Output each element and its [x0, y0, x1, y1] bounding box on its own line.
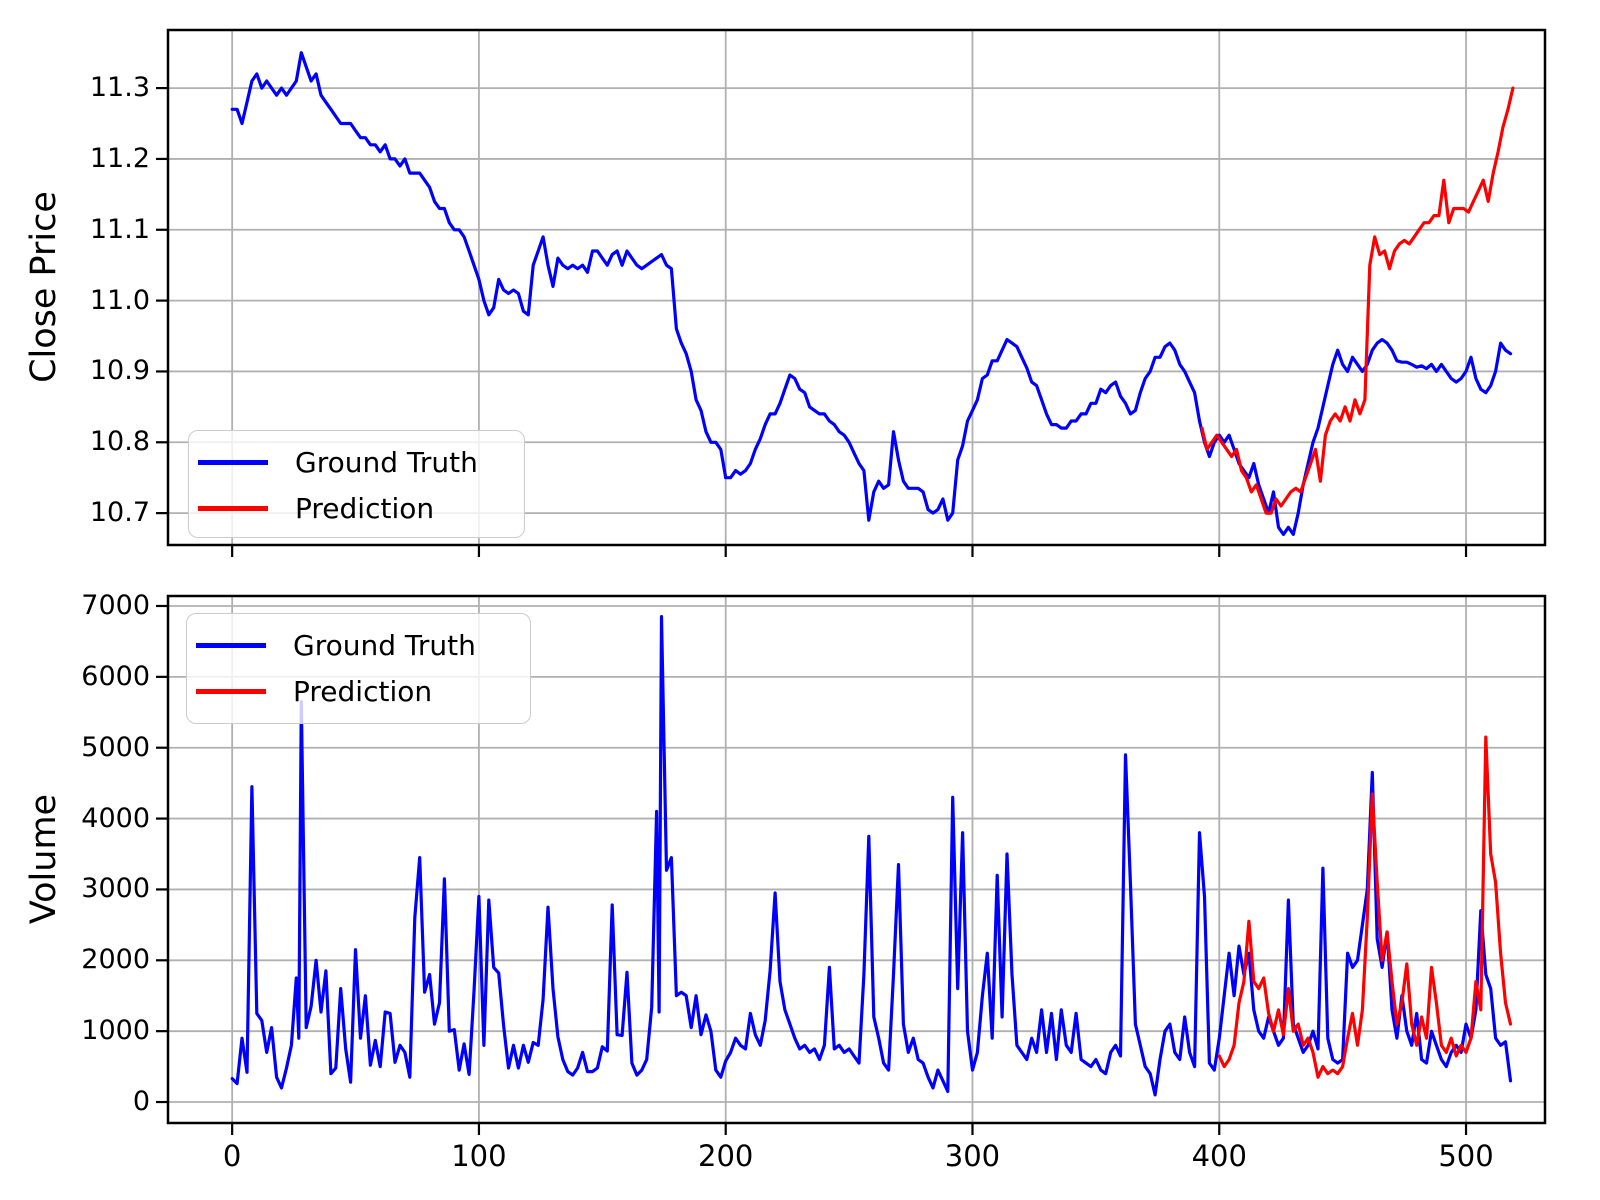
ytick-label: 3000: [81, 873, 150, 905]
legend-item-ground-truth: Ground Truth: [198, 439, 524, 485]
prediction-series: [1200, 86, 1515, 515]
ytick-label: 11.0: [89, 284, 150, 316]
xtick-label: 300: [944, 1139, 1001, 1173]
legend-item-ground-truth: Ground Truth: [196, 622, 530, 668]
xtick-label: 500: [1438, 1139, 1494, 1173]
legend-label-ground-truth: Ground Truth: [293, 628, 476, 662]
legend-label-prediction: Prediction: [293, 674, 433, 708]
legend-label-ground-truth: Ground Truth: [295, 445, 478, 479]
ground-truth-line-sample: [196, 642, 266, 648]
ytick-label: 1000: [81, 1015, 150, 1047]
axes-spines: [166, 28, 1547, 547]
close-price-plot: [156, 28, 1547, 557]
ytick-label: 2000: [81, 944, 150, 976]
ytick-label: 6000: [81, 660, 150, 692]
legend-label-prediction: Prediction: [295, 491, 435, 525]
xtick-label: 0: [222, 1139, 242, 1173]
prediction-line-sample: [196, 688, 266, 694]
ytick-label: 5000: [81, 731, 150, 763]
xtick-label: 100: [451, 1139, 507, 1173]
ground-truth-series: [230, 615, 1513, 1097]
close-price-axes: Ground Truth Prediction: [156, 28, 1547, 557]
ytick-label: 11.3: [89, 72, 150, 104]
ytick-label: 0: [132, 1086, 150, 1118]
ytick-label: 10.7: [89, 497, 150, 529]
xtick-label: 400: [1191, 1139, 1247, 1173]
ytick-label: 10.8: [89, 426, 150, 458]
ground-truth-series: [230, 51, 1513, 536]
ytick-label: 11.2: [89, 142, 150, 174]
close-price-legend: Ground Truth Prediction: [188, 430, 525, 538]
volume-axes: Ground Truth Prediction: [156, 594, 1547, 1135]
ytick-label: 4000: [81, 802, 150, 834]
ground-truth-line-sample: [198, 459, 268, 465]
volume-legend: Ground Truth Prediction: [186, 613, 531, 724]
legend-item-prediction: Prediction: [196, 668, 530, 714]
prediction-line-sample: [198, 505, 268, 511]
axes-spines: [166, 594, 1547, 1125]
xtick-label: 200: [698, 1139, 754, 1173]
legend-item-prediction: Prediction: [198, 485, 524, 531]
ytick-label: 7000: [81, 589, 150, 621]
ytick-label: 11.1: [89, 213, 150, 245]
ytick-label: 10.9: [89, 355, 150, 387]
prediction-series: [1217, 735, 1513, 1079]
